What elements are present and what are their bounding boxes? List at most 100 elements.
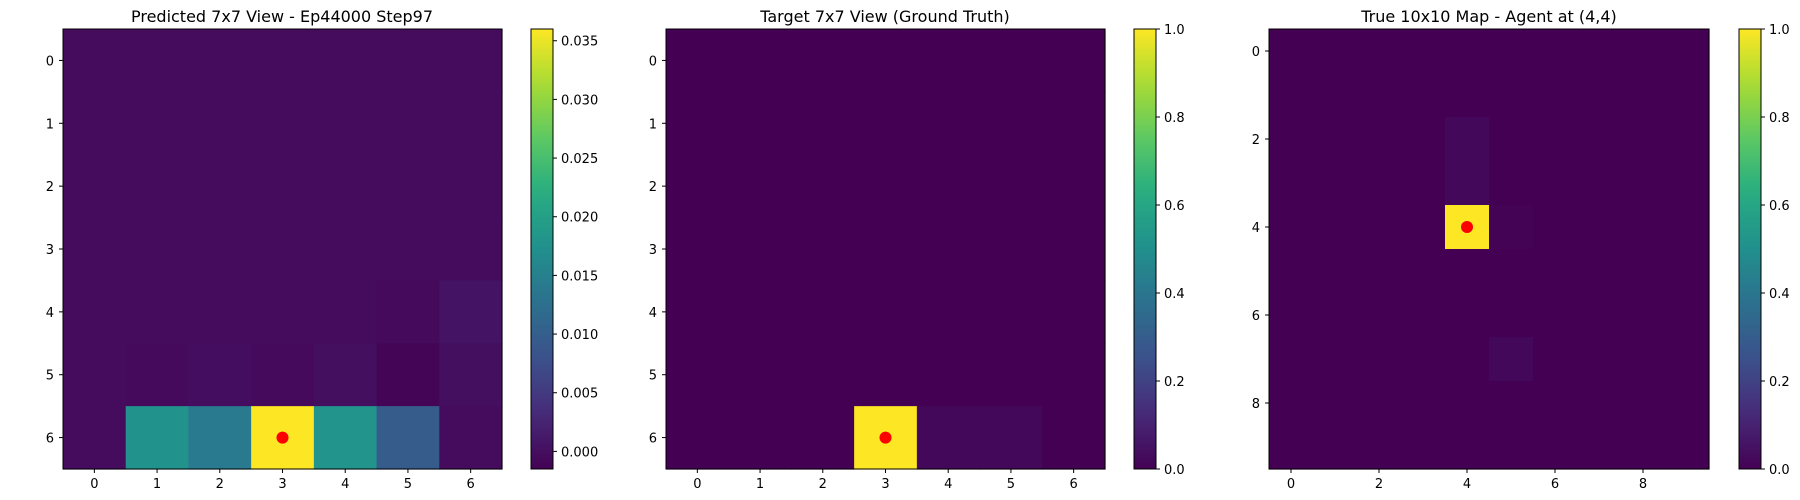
x-tick-label: 6 bbox=[1070, 477, 1078, 492]
heatmap-cell bbox=[1269, 381, 1314, 426]
heatmap-cell bbox=[1489, 29, 1534, 74]
heatmap-cell bbox=[1489, 337, 1534, 382]
heatmap-cell bbox=[1577, 249, 1622, 294]
colorbar-tick-label: 0.4 bbox=[1164, 287, 1185, 302]
heatmap-cell bbox=[1533, 29, 1578, 74]
heatmap-cell bbox=[979, 29, 1043, 93]
heatmap-cell bbox=[791, 217, 855, 282]
heatmap-cell bbox=[1665, 249, 1710, 294]
heatmap-cell bbox=[1621, 337, 1666, 382]
heatmap-cell bbox=[916, 406, 981, 470]
heatmap-cell bbox=[376, 217, 440, 282]
heatmap-cell bbox=[1357, 73, 1402, 118]
heatmap-cell bbox=[979, 154, 1043, 219]
heatmap-cell bbox=[251, 29, 315, 93]
heatmap-cell bbox=[979, 217, 1043, 282]
x-axis: 0 1 2 3 4 5 6 bbox=[693, 469, 1078, 492]
heatmap-cell bbox=[1533, 205, 1578, 250]
heatmap-cell bbox=[376, 343, 440, 407]
panel-title: Predicted 7x7 View - Ep44000 Step97 bbox=[131, 7, 433, 26]
heatmap-cell bbox=[376, 280, 440, 344]
heatmap-cell bbox=[1401, 337, 1446, 382]
heatmap-cell bbox=[1445, 117, 1490, 162]
heatmap-cell bbox=[1533, 293, 1578, 338]
heatmap-cell bbox=[1621, 161, 1666, 206]
heatmap-cell bbox=[666, 343, 730, 407]
heatmap-cell bbox=[1445, 161, 1490, 206]
heatmap-cell bbox=[791, 29, 855, 93]
heatmap-cell bbox=[188, 406, 252, 470]
heatmap-cell bbox=[916, 154, 981, 219]
heatmap-cells bbox=[666, 29, 1106, 470]
colorbar-tick-label: 0.8 bbox=[1164, 111, 1185, 126]
heatmap-cell bbox=[313, 154, 378, 219]
heatmap-cell bbox=[1665, 205, 1710, 250]
heatmap-cell bbox=[376, 406, 440, 470]
x-tick-label: 5 bbox=[1007, 477, 1015, 492]
heatmap-cell bbox=[979, 91, 1043, 156]
heatmap-cell bbox=[1313, 161, 1358, 206]
heatmap-cell bbox=[1621, 293, 1666, 338]
heatmap-cell bbox=[791, 406, 855, 470]
heatmap-cell bbox=[666, 154, 730, 219]
x-tick-label: 2 bbox=[819, 477, 827, 492]
heatmap-cell bbox=[1357, 425, 1402, 470]
y-tick-label: 1 bbox=[649, 117, 657, 132]
heatmap-cell bbox=[1533, 117, 1578, 162]
heatmap-cell bbox=[1269, 117, 1314, 162]
heatmap-cell bbox=[728, 91, 793, 156]
heatmap-cell bbox=[1445, 381, 1490, 426]
heatmap-cell bbox=[854, 343, 918, 407]
heatmap-cell bbox=[1665, 381, 1710, 426]
colorbar-gradient bbox=[530, 28, 554, 470]
panel-title: Target 7x7 View (Ground Truth) bbox=[759, 7, 1010, 26]
heatmap-cell bbox=[1665, 29, 1710, 74]
heatmap-cell bbox=[1621, 117, 1666, 162]
heatmap-cell bbox=[1269, 29, 1314, 74]
heatmap-cells bbox=[63, 29, 503, 470]
heatmap-cell bbox=[666, 217, 730, 282]
heatmap-cell bbox=[1533, 381, 1578, 426]
x-tick-label: 4 bbox=[944, 477, 952, 492]
heatmap-cell bbox=[1665, 425, 1710, 470]
x-tick-label: 6 bbox=[467, 477, 475, 492]
heatmap-cell bbox=[728, 280, 793, 344]
heatmap-cell bbox=[1665, 293, 1710, 338]
heatmap-cell bbox=[1357, 293, 1402, 338]
heatmap-cell bbox=[728, 343, 793, 407]
heatmap-cell bbox=[1577, 117, 1622, 162]
y-axis: 0 1 2 3 4 5 6 bbox=[46, 54, 63, 447]
heatmap-cell bbox=[439, 91, 503, 156]
heatmap-cell bbox=[666, 91, 730, 156]
colorbar-tick-label: 0.2 bbox=[1769, 375, 1790, 390]
heatmap-cell bbox=[791, 343, 855, 407]
heatmap-cell bbox=[1577, 381, 1622, 426]
heatmap-cell bbox=[1401, 205, 1446, 250]
y-tick-label: 3 bbox=[46, 243, 54, 258]
heatmap-cell bbox=[188, 29, 252, 93]
heatmap-cell bbox=[313, 343, 378, 407]
heatmap-cell bbox=[1489, 381, 1534, 426]
heatmap-cell bbox=[1313, 337, 1358, 382]
heatmap-cell bbox=[666, 406, 730, 470]
y-tick-label: 2 bbox=[649, 180, 657, 195]
heatmap-cell bbox=[1269, 205, 1314, 250]
y-tick-label: 6 bbox=[1252, 309, 1260, 324]
heatmap-cell bbox=[1621, 29, 1666, 74]
y-tick-label: 0 bbox=[46, 54, 54, 69]
heatmap-cell bbox=[63, 29, 127, 93]
heatmap-cell bbox=[1042, 343, 1106, 407]
heatmap-cell bbox=[439, 154, 503, 219]
heatmap-cell bbox=[1401, 73, 1446, 118]
heatmap-cell bbox=[439, 29, 503, 93]
heatmap-cell bbox=[1445, 73, 1490, 118]
heatmap-cell bbox=[1042, 406, 1106, 470]
heatmap-cell bbox=[666, 29, 730, 93]
heatmap-cell bbox=[125, 280, 190, 344]
heatmap-cell bbox=[63, 217, 127, 282]
heatmap-cell bbox=[1313, 205, 1358, 250]
heatmap-cell bbox=[125, 154, 190, 219]
colorbar-tick-label: 0.030 bbox=[561, 93, 598, 108]
heatmap-cell bbox=[63, 91, 127, 156]
heatmap-cell bbox=[439, 343, 503, 407]
